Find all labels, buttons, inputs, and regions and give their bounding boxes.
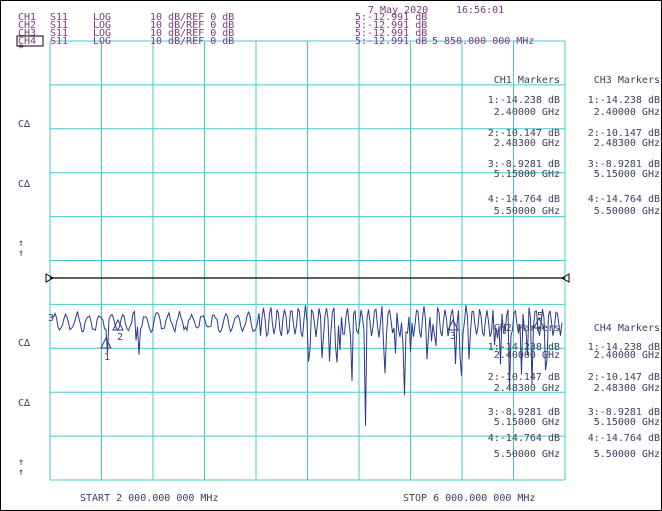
marker-value: 1:-14.238 dB — [488, 342, 560, 353]
channel-param: S11 — [50, 36, 68, 47]
ref-marker-left — [45, 273, 55, 283]
marker-value: 4:-14.764 dB — [488, 194, 560, 205]
left-label: ↑ — [18, 248, 24, 259]
channel-scale: 10 dB/REF 0 dB — [150, 12, 234, 23]
channel-ch: CH4 — [18, 36, 36, 47]
graticule — [49, 40, 566, 481]
left-label: C∆ — [18, 398, 31, 409]
channel-ch: CH2 — [18, 20, 36, 31]
channel-format: LOG — [93, 12, 111, 23]
marker-frequency: 2.48300 GHz — [594, 383, 660, 394]
marker-frequency: 5.50000 GHz — [494, 206, 560, 217]
channel-marker: 5:-12.991 dB — [355, 20, 427, 31]
channel-scale: 10 dB/REF 0 dB — [150, 28, 234, 39]
marker-frequency: 5.50000 GHz — [594, 206, 660, 217]
channel-scale: 10 dB/REF 0 dB — [150, 36, 234, 47]
left-label: * — [18, 43, 24, 54]
marker-value: 3:-8.9281 dB — [588, 159, 660, 170]
marker-frequency: 5.50000 GHz — [494, 449, 560, 460]
channel-ch: CH3 — [18, 28, 36, 39]
marker-triangles — [100, 316, 545, 349]
marker-value: 2:-10.147 dB — [488, 372, 560, 383]
marker-frequency: 2.40000 GHz — [594, 350, 660, 361]
ref-marker-right — [560, 273, 570, 283]
marker-value: 1:-14.238 dB — [588, 95, 660, 106]
marker-frequency: 2.48300 GHz — [494, 383, 560, 394]
left-label: ↑ — [18, 457, 24, 468]
marker-number: 2 — [117, 332, 123, 343]
channel-param: S11 — [50, 28, 68, 39]
marker-number: 5 — [537, 311, 543, 322]
marker-panel-title: CH3 Markers — [594, 75, 660, 86]
marker-value: 2:-10.147 dB — [588, 128, 660, 139]
marker-number: 3 — [450, 331, 456, 342]
marker-value: 4:-14.764 dB — [488, 433, 560, 444]
marker-frequency: 2.48300 GHz — [494, 138, 560, 149]
marker-value: 1:-14.238 dB — [588, 342, 660, 353]
marker-value: 2:-10.147 dB — [488, 128, 560, 139]
left-label: ↑ — [18, 238, 24, 249]
channel-format: LOG — [93, 28, 111, 39]
trace — [51, 305, 563, 426]
channel-list: CH1 S11 LOG 10 dB/REF 0 dB 5:-12.991 dB CH2 S1… — [18, 12, 427, 47]
marker-value: 1:-14.238 dB — [488, 95, 560, 106]
left-label: ↑ — [18, 467, 24, 478]
marker-value: 3:-8.9281 dB — [588, 407, 660, 418]
channel-scale: 10 dB/REF 0 dB — [150, 20, 234, 31]
channel-format: LOG — [93, 36, 111, 47]
stimulus-frequency: 5 850.000 000 MHz — [432, 36, 534, 47]
marker-frequency: 5.50000 GHz — [594, 449, 660, 460]
marker-panel-title: CH1 Markers — [494, 75, 560, 86]
left-label: C∆ — [18, 119, 31, 130]
marker-value: 4:-14.764 dB — [588, 194, 660, 205]
channel-marker: 5:-12.991 dB — [355, 12, 427, 23]
active-channel-box — [16, 35, 44, 47]
left-label: C∆ — [18, 179, 31, 190]
start-frequency: START 2 000.000 000 MHz — [80, 493, 218, 504]
marker-frequency: 5.15000 GHz — [494, 417, 560, 428]
marker-frequency: 2.48300 GHz — [594, 138, 660, 149]
channel-ch: CH1 — [18, 12, 36, 23]
time: 16:56:01 — [456, 5, 504, 16]
channel-param: S11 — [50, 20, 68, 31]
marker-frequency: 5.15000 GHz — [494, 169, 560, 180]
marker-value: 3:-8.9281 dB — [488, 407, 560, 418]
marker-number: 3 — [48, 313, 54, 324]
date: 7 May 2020 — [368, 5, 428, 16]
marker-panel-title: CH2 Markers — [494, 323, 560, 334]
marker-frequency: 5.15000 GHz — [594, 169, 660, 180]
channel-marker: 5:-12.991 dB — [355, 28, 427, 39]
marker-value: 2:-10.147 dB — [588, 372, 660, 383]
left-label: C∆ — [18, 338, 31, 349]
marker-frequency: 2.40000 GHz — [494, 350, 560, 361]
channel-param: S11 — [50, 12, 68, 23]
marker-frequency: 5.15000 GHz — [594, 417, 660, 428]
marker-frequency: 2.40000 GHz — [594, 107, 660, 118]
marker-value: 4:-14.764 dB — [588, 433, 660, 444]
channel-marker: 5:-12.991 dB — [355, 36, 427, 47]
marker-number: 1 — [104, 352, 110, 363]
marker-value: 3:-8.9281 dB — [488, 159, 560, 170]
channel-format: LOG — [93, 20, 111, 31]
stop-frequency: STOP 6 000.000 000 MHz — [403, 493, 535, 504]
marker-frequency: 2.40000 GHz — [494, 107, 560, 118]
marker-panel-title: CH4 Markers — [594, 323, 660, 334]
